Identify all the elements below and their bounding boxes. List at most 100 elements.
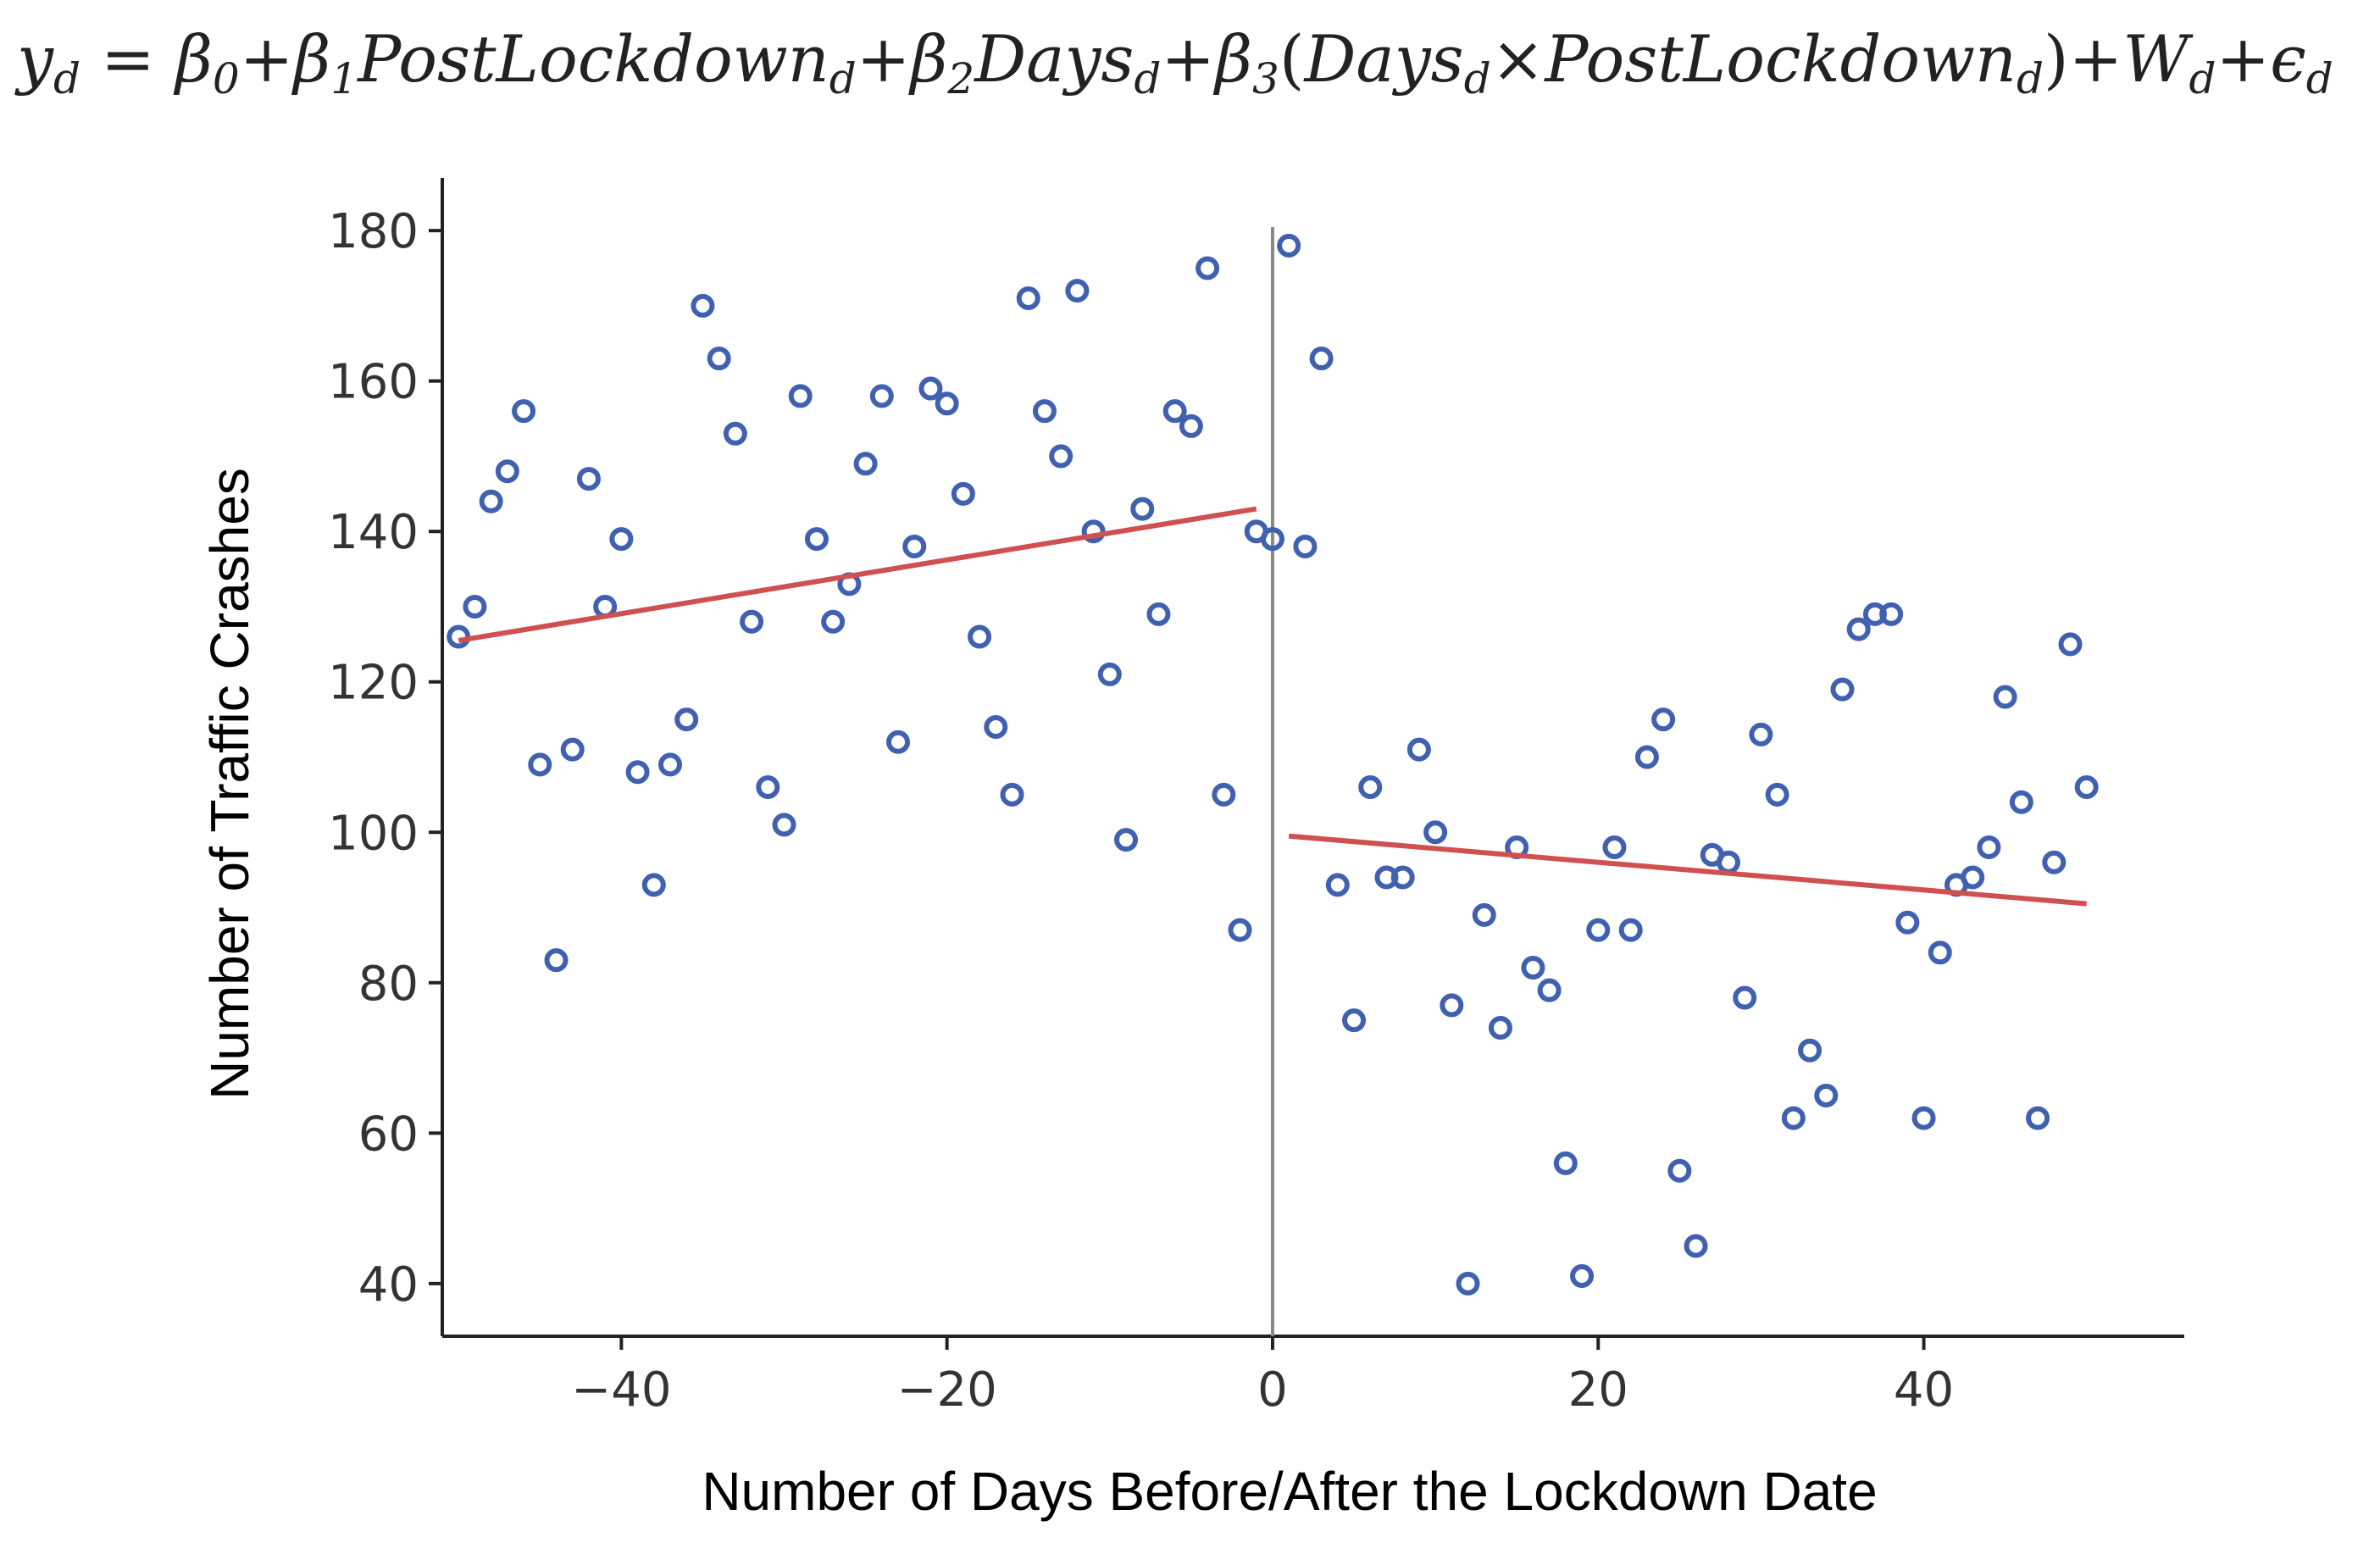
data-point	[1814, 1083, 1839, 1107]
data-point	[1749, 722, 1773, 746]
formula-part: +	[857, 21, 911, 97]
formula-part: W	[2122, 21, 2194, 97]
data-point	[935, 391, 959, 416]
y-tick-label: 120	[328, 656, 419, 711]
formula-part: Days	[1303, 21, 1464, 97]
y-tick-label: 140	[328, 505, 419, 560]
data-point	[1000, 782, 1024, 807]
data-point	[1879, 602, 1904, 626]
data-point	[2042, 850, 2067, 874]
formula-part: PostLockdown	[356, 21, 829, 97]
data-point	[853, 452, 878, 476]
fit-line-post-lockdown	[1288, 833, 2087, 907]
formula-subscript: d	[2189, 54, 2216, 103]
y-tick-label: 180	[328, 204, 419, 259]
y-tick-label: 100	[328, 806, 419, 861]
data-point	[984, 714, 1008, 739]
formula-part: ×	[1491, 21, 1545, 97]
data-point	[1911, 1106, 1936, 1130]
data-point	[691, 293, 715, 318]
formula-part: β	[907, 21, 947, 97]
formula-subscript: d	[2017, 54, 2044, 103]
formula-part: )	[2044, 21, 2069, 97]
formula-part: Days	[973, 21, 1134, 97]
data-point	[1065, 279, 1090, 303]
y-tick-label: 60	[358, 1107, 419, 1162]
data-point	[886, 730, 911, 754]
data-point	[1032, 399, 1057, 424]
data-point	[658, 752, 683, 777]
data-point	[1830, 677, 1855, 702]
data-point	[479, 489, 503, 513]
formula-subscript: d	[1134, 54, 1161, 103]
formula-subscript: 1	[330, 54, 358, 103]
data-point	[1521, 956, 1545, 980]
data-point	[1667, 1158, 1692, 1183]
formula-part: PostLockdown	[1543, 21, 2017, 97]
data-point	[1570, 1263, 1595, 1288]
formula-subscript: d	[1464, 54, 1491, 103]
data-point	[1277, 233, 1301, 258]
data-point	[707, 347, 731, 371]
data-point	[1440, 993, 1464, 1018]
x-tick-label: −20	[897, 1362, 997, 1418]
data-point	[1618, 918, 1643, 942]
formula-part: +	[2069, 21, 2123, 97]
formula-part: β	[291, 21, 330, 97]
data-point	[821, 609, 846, 634]
data-point	[1212, 782, 1236, 807]
data-point	[528, 752, 552, 777]
formula-subscript: d	[53, 54, 80, 103]
y-axis-title: Number of Traffic Crashes	[199, 468, 260, 1100]
y-tick-label: 80	[358, 957, 419, 1012]
data-point	[1097, 662, 1122, 686]
formula-part: y	[14, 21, 54, 97]
y-tick-label: 160	[328, 355, 419, 410]
data-point	[463, 594, 487, 619]
formula-subscript: 2	[946, 54, 974, 103]
data-point	[2074, 775, 2099, 800]
data-point	[1162, 399, 1187, 424]
data-point	[1765, 782, 1789, 807]
data-point	[1358, 775, 1383, 800]
data-point	[1081, 519, 1106, 544]
data-point	[1716, 850, 1740, 874]
formula-part: β	[1212, 21, 1252, 97]
data-point	[951, 481, 975, 506]
formula-subscript: d	[2306, 54, 2333, 103]
data-point	[1406, 737, 1431, 762]
data-point	[1130, 497, 1155, 521]
data-point	[447, 624, 471, 649]
data-point	[1602, 835, 1627, 860]
data-point	[723, 421, 747, 446]
data-point	[2026, 1106, 2050, 1130]
data-point	[1928, 941, 1952, 965]
data-point	[968, 624, 992, 649]
data-point	[1390, 865, 1415, 890]
data-point	[1228, 918, 1252, 942]
fit-line-pre-lockdown	[458, 506, 1257, 643]
data-point	[1781, 1106, 1806, 1130]
x-tick-label: −40	[571, 1362, 671, 1418]
x-tick-label: 0	[1257, 1362, 1288, 1418]
data-point	[1634, 745, 1659, 769]
data-point	[609, 527, 634, 552]
data-point	[544, 948, 569, 973]
data-point	[772, 813, 796, 837]
x-tick-label: 40	[1894, 1362, 1954, 1418]
data-point	[1553, 1151, 1578, 1175]
data-point	[1049, 444, 1073, 469]
formula-subscript: 3	[1252, 54, 1279, 103]
x-tick-label: 20	[1568, 1362, 1628, 1418]
data-point	[2058, 632, 2083, 657]
data-point	[804, 527, 829, 552]
data-point	[625, 760, 650, 785]
formula-part: ϵ	[2270, 21, 2306, 97]
data-point	[1196, 256, 1220, 280]
data-point	[918, 376, 943, 401]
data-point	[1993, 685, 2017, 709]
data-point	[1309, 347, 1334, 371]
data-point	[1488, 1016, 1512, 1041]
data-point	[1179, 413, 1203, 438]
